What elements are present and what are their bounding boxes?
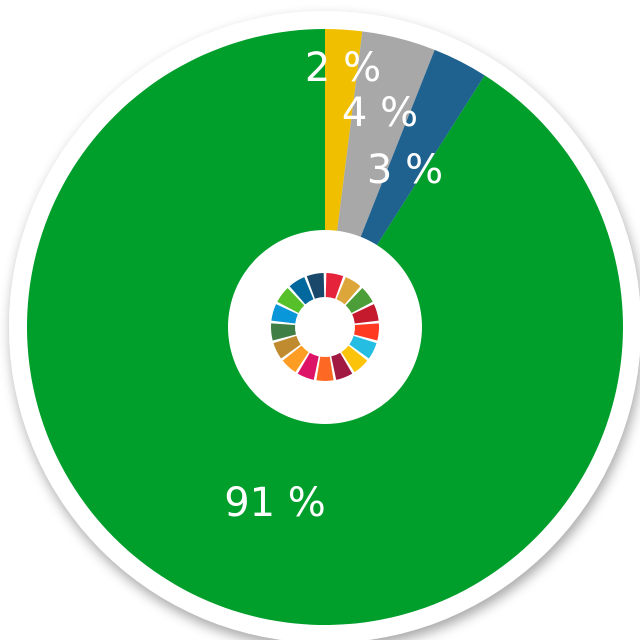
wheel-segment — [345, 288, 373, 313]
wheel-segment — [341, 345, 368, 373]
value-label: 4 % — [342, 90, 418, 136]
wheel-segment — [289, 277, 314, 305]
wheel-segment — [354, 323, 379, 341]
wheel-segment — [271, 323, 296, 341]
value-label: 91 % — [224, 480, 326, 526]
wheel-segment — [271, 304, 298, 324]
sdg-wheel — [271, 273, 379, 382]
labels: 2 %4 % 3 % 91 % — [224, 45, 443, 526]
wheel-segment — [336, 277, 361, 305]
center-hole — [228, 230, 422, 424]
wheel-segment — [349, 335, 377, 359]
wheel-segment — [282, 345, 309, 373]
wheel-segment — [297, 352, 319, 380]
wheel-segment — [316, 356, 334, 382]
wheel-segment — [273, 335, 301, 359]
value-label: 3 % — [367, 147, 443, 193]
value-label: 2 % — [305, 45, 381, 91]
wheel-segment — [352, 304, 379, 324]
wheel-segment — [306, 273, 325, 299]
wheel-segment — [325, 273, 344, 299]
wheel-segment — [331, 352, 353, 380]
wheel-segment — [277, 288, 305, 313]
